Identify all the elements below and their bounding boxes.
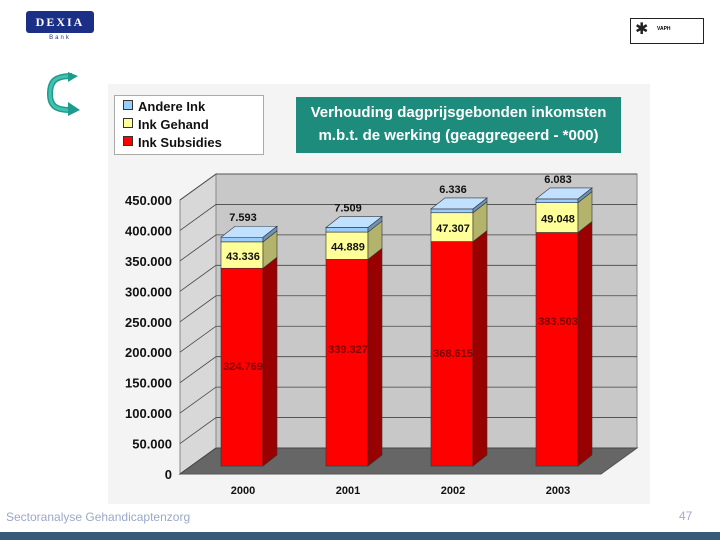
return-arrow-icon[interactable] [46, 72, 82, 116]
data-label: 47.307 [436, 223, 470, 235]
x-tick-label: 2001 [336, 485, 360, 497]
bar-segment-top [535, 187, 593, 200]
data-label: 44.889 [331, 242, 365, 254]
y-tick-label: 150.000 [125, 376, 172, 391]
data-label: 383.503 [538, 316, 578, 328]
chart-legend: Andere Ink Ink Gehand Ink Subsidies [114, 95, 264, 155]
chart-title-line2: m.b.t. de werking (geaggregeerd - *000) [318, 127, 599, 144]
legend-item-gehand: Ink Gehand [123, 117, 209, 132]
legend-label: Andere Ink [138, 99, 206, 114]
x-tick-label: 2000 [231, 485, 255, 497]
bar-segment [430, 241, 474, 467]
bar-segment [535, 198, 579, 203]
y-tick-label: 50.000 [132, 437, 172, 452]
y-tick-label: 0 [165, 467, 172, 482]
data-label: 7.509 [334, 202, 362, 214]
bar-segment [220, 267, 264, 467]
bar-segment-side [577, 220, 593, 467]
legend-item-subsidies: Ink Subsidies [123, 135, 222, 150]
data-label: 49.048 [541, 214, 575, 226]
x-tick-label: 2002 [441, 485, 465, 497]
data-label: 368.615 [433, 348, 473, 360]
y-tick-label: 100.000 [125, 406, 172, 421]
chart-title: Verhouding dagprijsgebonden inkomsten m.… [296, 97, 621, 153]
x-tick-label: 2003 [546, 485, 570, 497]
gridline [179, 325, 637, 353]
y-tick-label: 300.000 [125, 284, 172, 299]
legend-swatch [123, 118, 133, 128]
gridline [179, 204, 637, 231]
data-label: 7.593 [229, 212, 257, 224]
bar-segment [325, 259, 369, 467]
legend-swatch [123, 100, 133, 110]
data-label: 6.083 [544, 174, 572, 186]
bar-segment [325, 227, 369, 233]
y-tick-label: 450.000 [125, 193, 172, 208]
dexia-logo-subtitle: Bank [49, 35, 71, 41]
vaph-logo: ✱ VAPH [630, 18, 704, 44]
gridline [179, 234, 637, 262]
gridline [179, 264, 637, 292]
chart-title-line1: Verhouding dagprijsgebonden inkomsten [310, 104, 607, 121]
bar-segment [430, 208, 474, 214]
legend-label: Ink Gehand [138, 117, 209, 132]
bar-segment-side [367, 247, 383, 467]
y-tick-label: 350.000 [125, 254, 172, 269]
bar-segment [535, 232, 579, 467]
bar-segment-side [262, 256, 278, 467]
gridline [179, 173, 637, 201]
data-label: 43.336 [226, 251, 260, 263]
chart-side-wall [179, 173, 217, 475]
vaph-logo-text: VAPH [657, 26, 671, 32]
page-number: 47 [679, 509, 693, 523]
footer-bar [0, 532, 720, 540]
bar-segment-top [220, 225, 278, 238]
gridline [179, 356, 637, 383]
gridline [179, 295, 637, 323]
bar-segment-top [430, 197, 488, 210]
data-label: 339.327 [328, 344, 368, 356]
data-label: 6.336 [439, 184, 467, 196]
gridline [179, 386, 637, 414]
dexia-logo: DEXIA [26, 11, 94, 33]
footer-title: Sectoranalyse Gehandicaptenzorg [6, 510, 191, 524]
legend-label: Ink Subsidies [138, 135, 222, 150]
bar-segment [220, 236, 264, 243]
bar-segment [535, 202, 579, 233]
y-tick-label: 400.000 [125, 223, 172, 238]
y-tick-label: 250.000 [125, 315, 172, 330]
legend-item-andere: Andere Ink [123, 99, 205, 114]
gridline [179, 447, 637, 475]
y-tick-label: 200.000 [125, 345, 172, 360]
data-label: 324.769 [223, 361, 263, 373]
gridline [179, 417, 637, 444]
bar-segment-side [472, 229, 488, 467]
legend-swatch [123, 136, 133, 146]
bar-segment-top [325, 216, 383, 228]
person-icon: ✱ [635, 21, 649, 38]
bar-segment [220, 241, 264, 269]
